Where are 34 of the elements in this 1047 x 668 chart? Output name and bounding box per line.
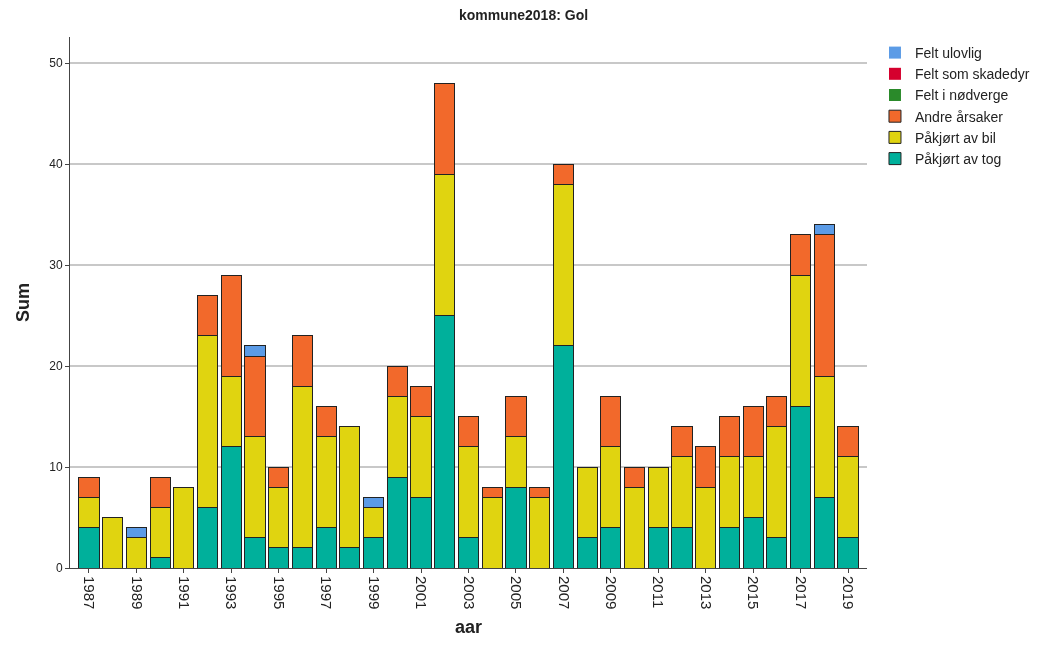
y-tick-label: 40 bbox=[49, 157, 63, 172]
x-tick-label: 2003 bbox=[460, 576, 478, 610]
x-tick-label: 2017 bbox=[792, 576, 810, 610]
x-tick-label: 2011 bbox=[650, 576, 668, 609]
legend-label: Påkjørt av tog bbox=[914, 151, 1002, 168]
x-tick-label: 1997 bbox=[318, 576, 336, 610]
bar bbox=[173, 486, 195, 568]
x-tick-label: 2001 bbox=[413, 576, 431, 610]
y-tick-label: 30 bbox=[49, 258, 63, 273]
x-axis-title: aar bbox=[454, 617, 483, 638]
y-axis-title: Sum bbox=[13, 282, 34, 323]
x-tick-label: 1995 bbox=[270, 576, 288, 610]
x-tick-label: 2005 bbox=[508, 576, 526, 610]
legend-label: Andre årsaker bbox=[914, 108, 1004, 125]
x-tick-label: 2007 bbox=[555, 576, 573, 610]
x-tick-label: 2015 bbox=[745, 576, 763, 610]
x-tick-label: 1999 bbox=[365, 576, 383, 610]
legend-label: Felt i nødverge bbox=[914, 87, 1009, 104]
chart-title: kommune2018: Gol bbox=[458, 6, 589, 23]
legend-label: Påkjørt av bil bbox=[914, 129, 996, 146]
y-tick-label: 10 bbox=[49, 460, 63, 475]
x-tick-label: 2009 bbox=[602, 576, 620, 610]
x-tick-label: 2019 bbox=[840, 576, 858, 610]
y-tick-label: 0 bbox=[55, 561, 63, 576]
x-tick-label: 1989 bbox=[128, 576, 146, 610]
x-tick-label: 1993 bbox=[223, 576, 241, 610]
y-tick-label: 20 bbox=[49, 359, 63, 374]
x-tick-label: 1991 bbox=[175, 576, 193, 610]
x-tick-label: 1987 bbox=[81, 576, 99, 610]
x-tick-label: 2013 bbox=[697, 576, 715, 610]
bar bbox=[102, 517, 124, 568]
legend-label: Felt som skadedyr bbox=[914, 66, 1030, 83]
y-tick-label: 50 bbox=[49, 56, 63, 71]
legend-label: Felt ulovlig bbox=[914, 45, 982, 62]
